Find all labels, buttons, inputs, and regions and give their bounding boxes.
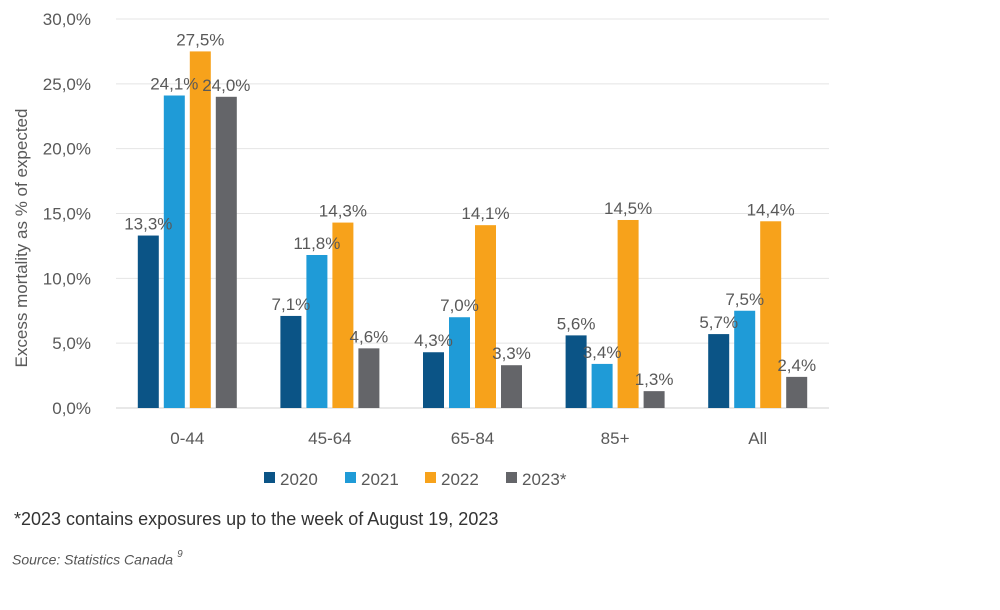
bar — [358, 348, 380, 408]
bar-chart: 0,0% 5,0% 10,0% 15,0% 20,0% 25,0% 30,0% Excess… — [12, 10, 829, 489]
data-label: 3,4% — [583, 343, 622, 362]
bar — [565, 335, 587, 408]
bar — [643, 391, 665, 408]
data-labels: 13,3% 24,1% 27,5% 24,0% 7,1% 11,8% 14,3% 4,6% 4,… — [124, 30, 816, 389]
x-tick-label: 45-64 — [308, 429, 351, 448]
y-tick-label: 0,0% — [52, 399, 91, 418]
bar — [306, 254, 328, 408]
data-label: 13,3% — [124, 215, 172, 234]
bar — [215, 96, 237, 409]
y-tick-label: 15,0% — [43, 205, 91, 224]
bar — [163, 95, 185, 409]
source-superscript: 9 — [177, 549, 183, 560]
data-label: 14,4% — [747, 200, 795, 219]
bar — [189, 51, 211, 409]
y-tick-label: 10,0% — [43, 269, 91, 288]
bar — [708, 334, 730, 408]
legend-label: 2021 — [361, 470, 399, 489]
data-label: 7,5% — [725, 290, 764, 309]
bar — [760, 221, 782, 408]
data-label: 24,0% — [202, 76, 250, 95]
legend-swatch — [264, 472, 275, 483]
bar — [734, 310, 756, 408]
footnote: *2023 contains exposures up to the week … — [14, 509, 499, 529]
x-tick-label: 85+ — [601, 429, 630, 448]
y-tick-label: 30,0% — [43, 10, 91, 29]
y-axis-ticks: 0,0% 5,0% 10,0% 15,0% 20,0% 25,0% 30,0% — [43, 10, 91, 418]
data-label: 14,3% — [319, 202, 367, 221]
bar — [617, 219, 639, 408]
data-label: 2,4% — [777, 356, 816, 375]
legend-label: 2023* — [522, 470, 567, 489]
y-axis-label: Excess mortality as % of expected — [12, 109, 31, 368]
y-tick-label: 20,0% — [43, 140, 91, 159]
bar — [449, 317, 470, 408]
data-label: 5,7% — [699, 313, 738, 332]
data-label: 3,3% — [492, 344, 531, 363]
data-label: 24,1% — [150, 75, 198, 94]
bar — [137, 235, 159, 408]
data-label: 4,6% — [350, 327, 389, 346]
data-label: 14,5% — [604, 199, 652, 218]
source-text: Source: Statistics Canada — [12, 551, 174, 568]
legend: 2020 2021 2022 2023* — [264, 470, 567, 489]
data-label: 1,3% — [635, 370, 674, 389]
data-label: 5,6% — [557, 314, 596, 333]
data-label: 4,3% — [414, 331, 453, 350]
bar — [501, 365, 522, 408]
bar — [332, 222, 354, 408]
data-label: 14,1% — [461, 204, 509, 223]
y-tick-label: 25,0% — [43, 75, 91, 94]
data-label: 27,5% — [176, 30, 224, 49]
y-tick-label: 5,0% — [52, 334, 91, 353]
bar — [280, 315, 302, 408]
legend-swatch — [425, 472, 436, 483]
bar — [591, 363, 613, 408]
bars — [137, 51, 808, 409]
data-label: 7,1% — [272, 295, 311, 314]
bar — [786, 376, 808, 408]
x-tick-label: All — [748, 429, 767, 448]
x-tick-label: 0-44 — [170, 429, 204, 448]
x-tick-label: 65-84 — [451, 429, 494, 448]
data-label: 11,8% — [293, 234, 340, 253]
legend-label: 2022 — [441, 470, 479, 489]
bar — [475, 225, 496, 408]
bar — [423, 352, 444, 408]
legend-label: 2020 — [280, 470, 318, 489]
source-note: Source: Statistics Canada 9 — [12, 549, 183, 568]
data-label: 7,0% — [440, 296, 479, 315]
x-axis-ticks: 0-44 45-64 65-84 85+ All — [170, 429, 767, 448]
legend-swatch — [506, 472, 517, 483]
legend-swatch — [345, 472, 356, 483]
